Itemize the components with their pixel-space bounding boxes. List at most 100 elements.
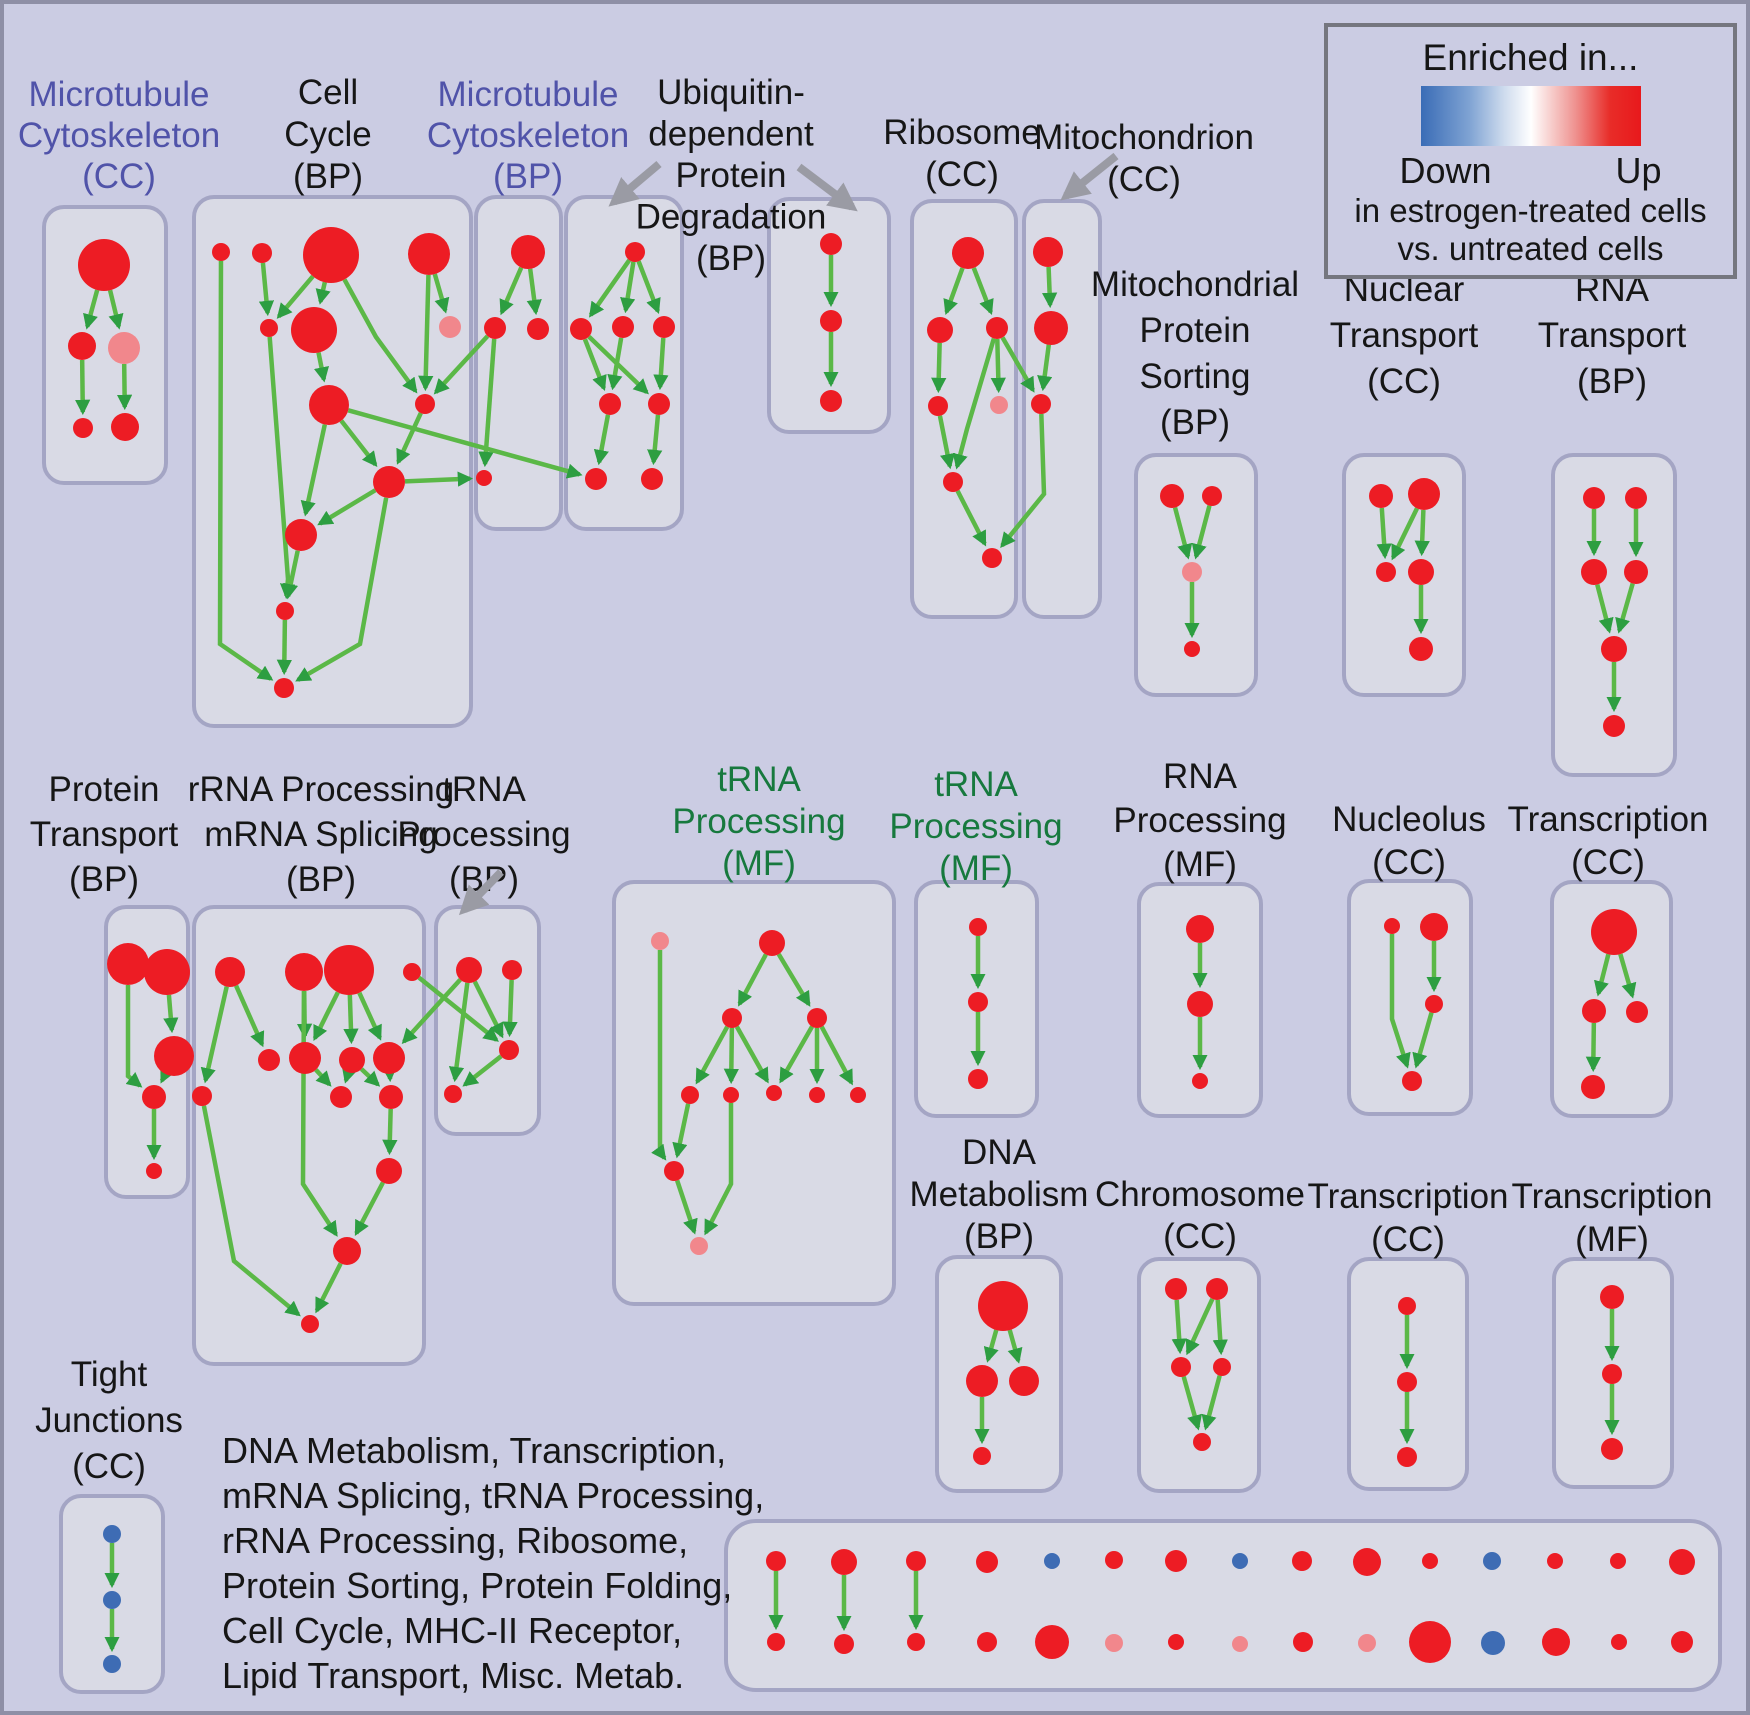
edge-arrow [943, 267, 965, 316]
edge-arrow [163, 994, 179, 1034]
edge-arrow [462, 1054, 503, 1087]
go-term-node [1582, 999, 1606, 1023]
go-term-node [146, 1163, 162, 1179]
go-term-node [1583, 487, 1605, 509]
labels-layer: MicrotubuleCytoskeleton(CC)CellCycle(BP)… [18, 73, 1713, 1486]
cluster-label-rna-processing-mf: RNA [1163, 757, 1238, 796]
edge-arrow [217, 260, 274, 681]
edge-arrow [1185, 1298, 1215, 1356]
go-term-node [648, 393, 670, 415]
edge-arrow [1615, 582, 1635, 634]
cluster-label-tight-junctions-cc: Junctions [35, 1401, 183, 1440]
edge-arrow [952, 337, 997, 470]
go-term-node [906, 1551, 926, 1571]
edge-arrow [342, 278, 418, 394]
cluster-label-tight-junctions-cc: Tight [71, 1355, 148, 1394]
cluster-box-mixed-functions-bottom [724, 1519, 1722, 1692]
edge-arrow [75, 359, 91, 416]
mixed-functions-note: DNA Metabolism, Transcription, mRNA Spli… [222, 1428, 764, 1698]
edge-arrow [339, 419, 378, 468]
go-term-node [1542, 1628, 1570, 1656]
go-term-node [1044, 1553, 1060, 1569]
cluster-label-microtubule-cytoskeleton-cc: Microtubule [29, 75, 210, 114]
legend-subtitle-line1: in estrogen-treated cells [1354, 192, 1707, 229]
go-term-node [1581, 1075, 1605, 1099]
edge-arrow [315, 281, 331, 305]
go-term-node [103, 1525, 121, 1543]
go-term-node [928, 396, 948, 416]
cluster-label-nuclear-transport-cc: (CC) [1367, 362, 1441, 401]
edge-arrow [937, 415, 956, 470]
edge-arrow [1191, 505, 1212, 560]
cluster-label-transcription-cc-lower: Transcription [1308, 1177, 1509, 1216]
go-term-node [215, 957, 245, 987]
go-term-node [1009, 1366, 1039, 1396]
cluster-label-trna-processing-mf-2: tRNA [934, 765, 1018, 804]
cluster-label-trna-processing-mf-2: Processing [889, 807, 1062, 846]
go-term-node [927, 317, 953, 343]
edge-arrow [159, 1066, 175, 1084]
edge-arrow [737, 953, 768, 1007]
go-term-node [722, 1008, 742, 1028]
go-term-node [324, 945, 374, 995]
note-line: Cell Cycle, MHC-II Receptor, [222, 1610, 683, 1651]
go-term-node [850, 1087, 866, 1103]
go-term-node [192, 1086, 212, 1106]
go-term-node [1193, 1433, 1211, 1451]
cluster-label-trna-processing-mf-1: tRNA [717, 760, 801, 799]
edge-arrow [620, 261, 636, 314]
edge-arrow [107, 289, 124, 330]
go-term-node [1409, 637, 1433, 661]
go-term-node [1408, 478, 1440, 510]
go-term-node [651, 932, 669, 950]
edge-arrow [478, 338, 497, 468]
cluster-label-ubiquitin-dependent-protein-degradation-bp: dependent [648, 115, 814, 154]
go-term-node [570, 318, 592, 340]
edge-arrow [675, 1179, 698, 1235]
go-term-node [103, 1655, 121, 1673]
edge-arrow [607, 337, 624, 391]
legend-up-label: Up [1615, 150, 1662, 191]
go-term-node [1293, 1632, 1313, 1652]
edge-arrow [582, 338, 607, 391]
go-term-node [439, 316, 461, 338]
edge-arrow [526, 268, 542, 316]
edge-arrow [1376, 507, 1392, 560]
edge-arrow [300, 424, 327, 517]
go-term-node [1202, 486, 1222, 506]
go-term-node [982, 548, 1002, 568]
go-term-node [1626, 1001, 1648, 1023]
cluster-label-microtubule-cytoskeleton-bp: Cytoskeleton [427, 116, 629, 155]
cluster-label-tight-junctions-cc: (CC) [72, 1447, 146, 1486]
go-term-node [456, 957, 482, 983]
edge-arrow [359, 1067, 381, 1087]
edge-arrow [396, 412, 423, 465]
cluster-box-rna-transport-bp [1551, 453, 1677, 777]
note-line: mRNA Splicing, tRNA Processing, [222, 1475, 765, 1516]
cluster-label-mitochondrial-protein-sorting-bp: Sorting [1140, 357, 1251, 396]
go-term-node [1483, 1552, 1501, 1570]
go-term-node [1601, 636, 1627, 662]
go-term-node [952, 237, 984, 269]
go-term-node [766, 1551, 786, 1571]
edge-arrow [313, 352, 330, 383]
cluster-label-trna-processing-mf-1: (MF) [722, 844, 796, 883]
go-term-node [1292, 1551, 1312, 1571]
go-term-node [373, 466, 405, 498]
cluster-label-rna-transport-bp: Transport [1538, 316, 1687, 355]
edge-arrow [382, 1108, 398, 1156]
go-term-node [585, 468, 607, 490]
go-term-node [1033, 237, 1063, 267]
legend-gradient-bar [1420, 86, 1641, 146]
go-term-node [723, 1087, 739, 1103]
cluster-label-protein-transport-bp: Transport [30, 815, 179, 854]
cluster-box-microtubule-cytoskeleton-cc [42, 205, 168, 485]
go-term-node [973, 1447, 991, 1465]
go-term-node [1192, 1073, 1208, 1089]
edge-arrow [990, 338, 1006, 394]
go-term-node [144, 949, 190, 995]
cluster-box-transcription-cc-upper [1550, 880, 1673, 1118]
cluster-label-rrna-processing-mrna-splicing-bp: rRNA Processing [188, 770, 454, 809]
edge-arrow [593, 414, 611, 466]
go-term-node [260, 319, 278, 337]
